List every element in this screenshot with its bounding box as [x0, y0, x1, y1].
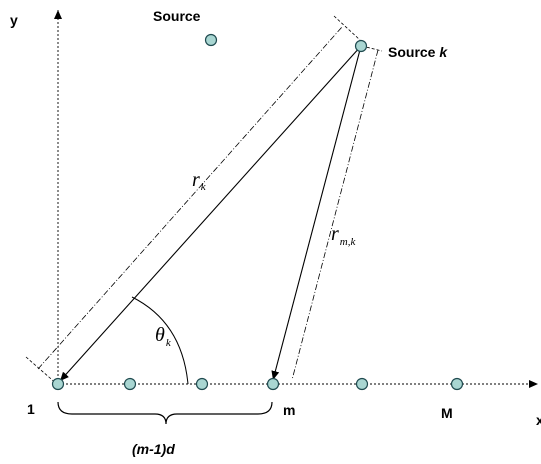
sensor-1-label: 1 [27, 401, 35, 417]
sensor [123, 377, 137, 391]
sensor-M [450, 377, 464, 391]
r-mk-vector [271, 45, 362, 381]
sensor [355, 377, 369, 391]
y-axis-label: y [10, 12, 18, 28]
r-mk-dimension-line [291, 49, 379, 381]
r-mk-subscript: m,k [340, 236, 357, 248]
theta-arc [131, 296, 189, 385]
r-mk-extension-top [361, 45, 383, 52]
theta-base: θ [155, 324, 165, 346]
r-k-extension-bottom [25, 356, 59, 386]
theta-k-label: θk [155, 324, 172, 349]
sensor [195, 377, 209, 391]
source-label: Source [153, 8, 201, 24]
source-k-label: Source k [388, 44, 448, 60]
r-k-subscript: k [201, 181, 207, 193]
sensor-m-label: m [283, 402, 295, 418]
r-k-dimension-line [37, 26, 343, 370]
r-mk-label: rm,k [331, 223, 356, 248]
theta-subscript: k [166, 337, 172, 349]
source-k-suffix: k [439, 44, 448, 60]
source-point [204, 33, 218, 47]
r-mk-base: r [331, 223, 339, 245]
spacing-brace [57, 401, 273, 425]
spacing-label: (m-1)d [132, 441, 175, 457]
sensor-M-label: M [441, 405, 453, 421]
r-k-vector [59, 45, 362, 382]
x-axis-label: x [536, 412, 541, 428]
r-k-extension-top [333, 15, 361, 41]
source-k-prefix: Source [388, 44, 439, 60]
r-k-base: r [192, 169, 200, 191]
sensor-1 [51, 377, 65, 391]
sensor-m [266, 377, 280, 391]
r-k-label: rk [192, 169, 207, 193]
source-k-point [354, 39, 368, 53]
